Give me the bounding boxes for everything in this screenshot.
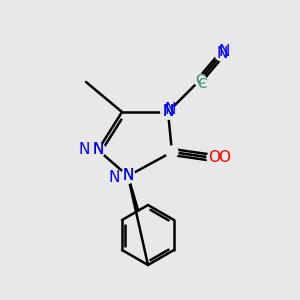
Text: O: O	[218, 151, 230, 166]
Circle shape	[166, 146, 178, 158]
Circle shape	[161, 105, 175, 119]
Circle shape	[207, 151, 221, 165]
Text: N: N	[216, 46, 228, 62]
Circle shape	[215, 47, 229, 61]
Circle shape	[194, 74, 206, 86]
Text: N: N	[218, 44, 230, 59]
Text: N: N	[122, 169, 134, 184]
Text: N: N	[79, 142, 90, 158]
Circle shape	[161, 105, 175, 119]
Text: N: N	[162, 104, 174, 119]
Circle shape	[121, 169, 135, 183]
Text: O: O	[208, 151, 220, 166]
Text: C: C	[195, 73, 205, 87]
Circle shape	[91, 143, 105, 157]
Text: N: N	[162, 104, 174, 119]
Text: N: N	[122, 169, 134, 184]
Text: N: N	[92, 142, 104, 158]
Text: N: N	[164, 103, 176, 118]
Circle shape	[91, 143, 105, 157]
Circle shape	[121, 169, 135, 183]
Text: N: N	[109, 170, 120, 185]
Text: C: C	[197, 77, 207, 91]
Text: N: N	[92, 142, 104, 158]
